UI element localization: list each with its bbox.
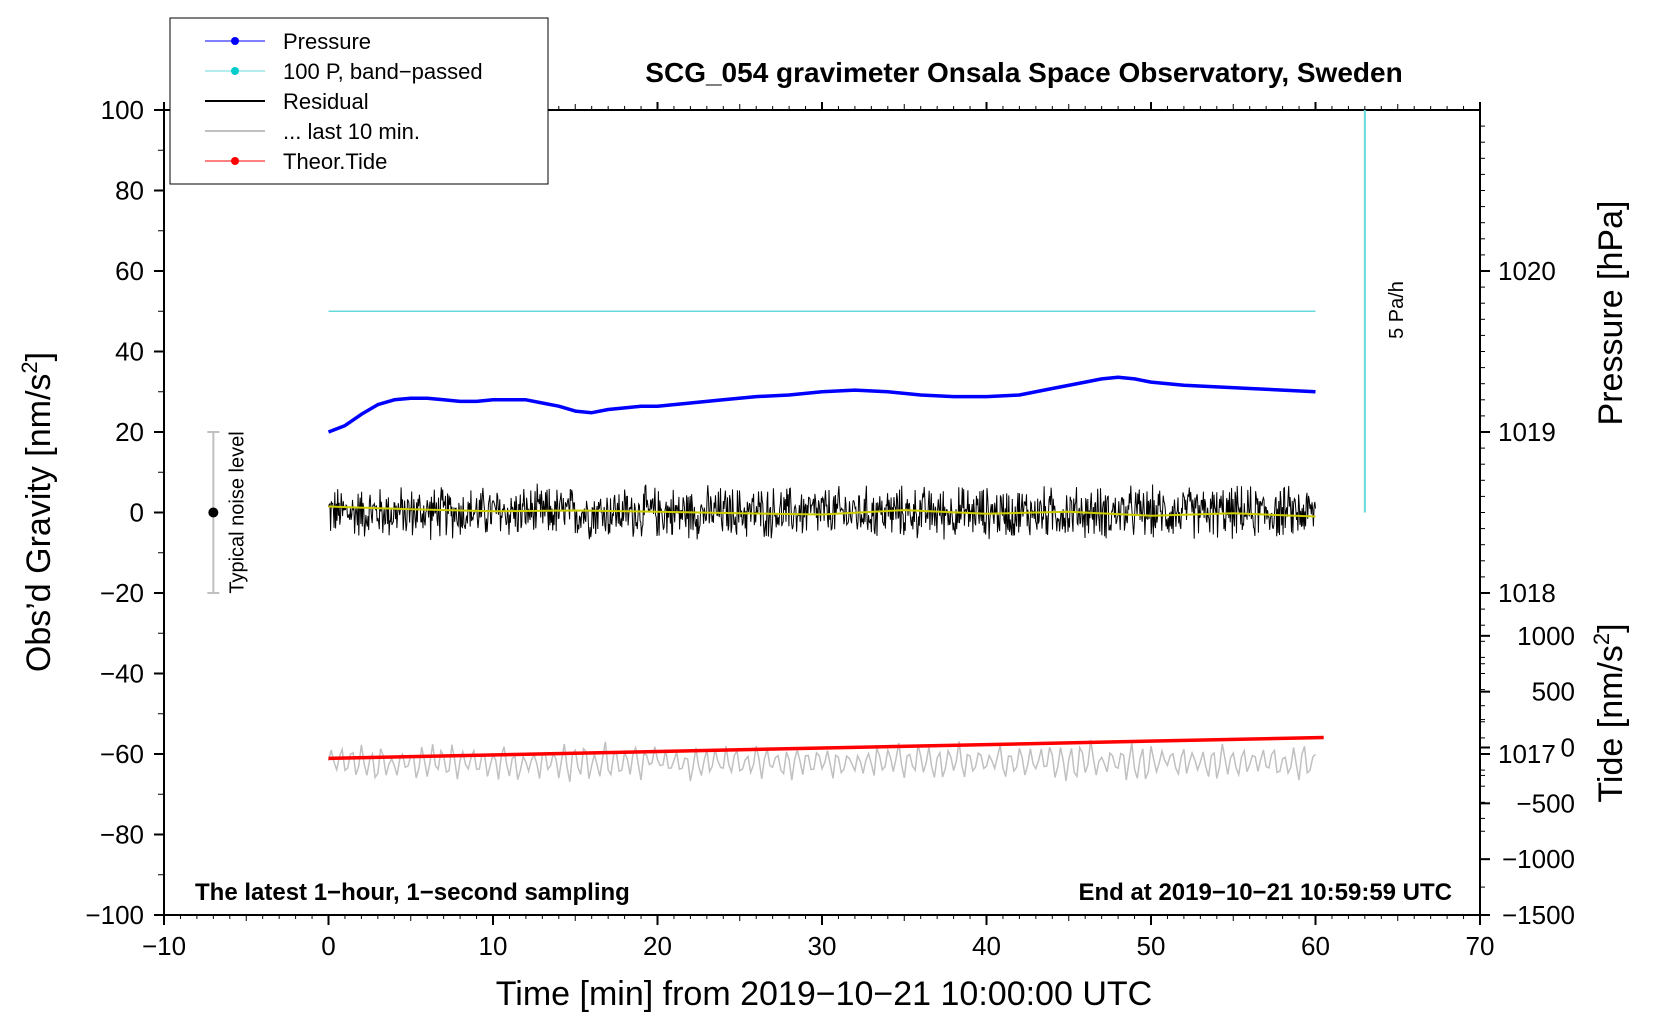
noise-bar-dot [208,507,219,518]
legend-entry-tide: Theor.Tide [205,149,387,174]
legend-entry-bandpassed: 100 P, band−passed [205,59,483,84]
y-left-tick-label-1: 80 [115,176,144,206]
x-tick-label-2: 10 [479,931,508,961]
y-pressure-tick-label-0: 1020 [1498,256,1556,286]
x-tick-label-1: 0 [321,931,335,961]
y-left-tick-label-5: 0 [130,498,144,528]
x-tick-label-0: −10 [142,931,186,961]
legend-label-tide: Theor.Tide [283,149,387,174]
chart-title: SCG_054 gravimeter Onsala Space Observat… [645,57,1402,88]
series-pressure [327,375,1316,434]
y-pressure-tick-label-3: 1017 [1498,739,1556,769]
noise-bar-label: Typical noise level [226,431,248,593]
y-tide-tick-label-1: 500 [1532,677,1575,707]
legend-label-bandpassed: 100 P, band−passed [283,59,483,84]
legend-label-last10: ... last 10 min. [283,119,420,144]
series-layer [327,310,1324,782]
legend-marker-bandpassed [231,67,239,75]
y-pressure-tick-label-2: 1018 [1498,578,1556,608]
legend-label-residual: Residual [283,89,369,114]
y-pressure-tick-label-1: 1019 [1498,417,1556,447]
y-left-tick-label-3: 40 [115,337,144,367]
x-tick-label-8: 70 [1466,931,1495,961]
noise-level-indicator: Typical noise level [207,431,248,594]
legend-entry-residual: Residual [205,89,369,114]
axes-layer: −10 0 10 20 30 40 50 60 70100806040200−20−40−60−… [85,95,1575,961]
x-tick-label-4: 30 [808,931,837,961]
y-left-tick-label-8: −60 [100,739,144,769]
legend-marker-tide [231,157,239,165]
x-tick-label-7: 60 [1301,931,1330,961]
y-left-tick-label-4: 20 [115,417,144,447]
series-residual [328,483,1316,540]
series-theor-tide [328,735,1324,761]
y-tide-tick-label-3: −500 [1516,788,1575,818]
x-tick-label-5: 40 [972,931,1001,961]
y-axis-left-title: Obs’d Gravity [nm/s2] [17,352,58,672]
x-tick-label-3: 20 [643,931,672,961]
x-axis-title: Time [min] from 2019−10−21 10:00:00 UTC [496,975,1152,1013]
legend-entry-pressure: Pressure [205,29,371,54]
y-left-tick-label-9: −80 [100,820,144,850]
legend-label-pressure: Pressure [283,29,371,54]
y-tide-tick-label-2: 0 [1561,733,1575,763]
y-left-tick-label-7: −40 [100,659,144,689]
y-left-tick-label-0: 100 [101,95,144,125]
rate-indicator: 5 Pa/h [1363,110,1408,513]
y-left-tick-label-10: −100 [85,900,144,930]
x-tick-label-6: 50 [1137,931,1166,961]
legend: Pressure 100 P, band−passed Residual ...… [169,17,549,185]
y-tide-tick-label-5: −1500 [1502,900,1575,930]
legend-entry-last10: ... last 10 min. [205,119,420,144]
annotation-end-time: End at 2019−10−21 10:59:59 UTC [1078,879,1452,906]
annotation-sampling: The latest 1−hour, 1−second sampling [195,879,630,906]
y-axis-tide-title: Tide [nm/s2] [1589,623,1630,802]
y-left-tick-label-6: −20 [100,578,144,608]
series-residual-smoothed [328,505,1316,518]
rate-bar-label: 5 Pa/h [1386,281,1408,339]
y-tide-tick-label-4: −1000 [1502,844,1575,874]
y-tide-tick-label-0: 1000 [1517,621,1575,651]
y-axis-pressure-title: Pressure [hPa] [1592,201,1630,426]
y-left-tick-label-2: 60 [115,256,144,286]
legend-marker-pressure [231,37,239,45]
